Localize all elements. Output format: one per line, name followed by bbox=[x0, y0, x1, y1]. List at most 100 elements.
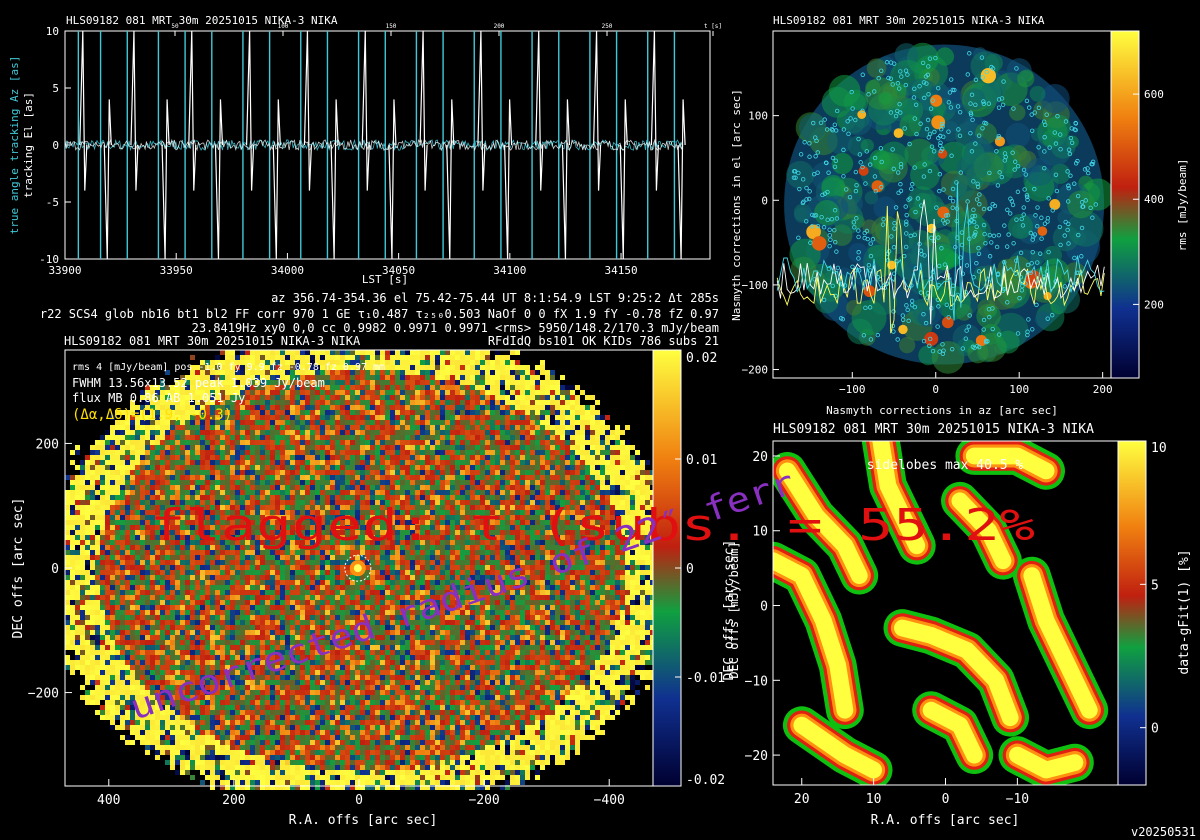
map-pixel bbox=[315, 640, 320, 645]
map-pixel bbox=[240, 395, 245, 400]
map-pixel bbox=[300, 725, 305, 730]
map-pixel bbox=[180, 610, 185, 615]
map-pixel bbox=[200, 685, 205, 690]
map-pixel bbox=[280, 675, 285, 680]
map-pixel bbox=[285, 760, 290, 765]
map-pixel bbox=[325, 395, 330, 400]
map-pixel bbox=[105, 700, 110, 705]
map-pixel bbox=[70, 485, 75, 490]
map-pixel bbox=[115, 695, 120, 700]
map-pixel bbox=[220, 565, 225, 570]
map-pixel bbox=[235, 390, 240, 395]
map-pixel bbox=[245, 730, 250, 735]
map-pixel bbox=[245, 690, 250, 695]
map-pixel bbox=[355, 675, 360, 680]
map-pixel bbox=[320, 530, 325, 535]
map-pixel bbox=[95, 625, 100, 630]
map-pixel bbox=[220, 425, 225, 430]
map-pixel bbox=[105, 430, 110, 435]
map-pixel bbox=[140, 535, 145, 540]
map-pixel bbox=[375, 785, 380, 790]
map-pixel bbox=[350, 780, 355, 785]
map-pixel bbox=[115, 580, 120, 585]
map-pixel bbox=[295, 590, 300, 595]
map-pixel bbox=[120, 685, 125, 690]
map-pixel bbox=[315, 550, 320, 555]
map-pixel bbox=[315, 490, 320, 495]
map-pixel bbox=[285, 675, 290, 680]
map-pixel bbox=[175, 500, 180, 505]
map-pixel bbox=[80, 500, 85, 505]
map-pixel bbox=[270, 390, 275, 395]
map-pixel bbox=[125, 635, 130, 640]
map-pixel bbox=[295, 745, 300, 750]
map-pixel bbox=[235, 775, 240, 780]
map-pixel bbox=[135, 655, 140, 660]
map-pixel bbox=[375, 740, 380, 745]
map-pixel bbox=[225, 410, 230, 415]
map-pixel bbox=[215, 445, 220, 450]
map-pixel bbox=[330, 485, 335, 490]
map-pixel bbox=[315, 460, 320, 465]
map-pixel bbox=[155, 635, 160, 640]
map-pixel bbox=[355, 755, 360, 760]
map-pixel bbox=[290, 410, 295, 415]
map-pixel bbox=[315, 690, 320, 695]
map-pixel bbox=[115, 510, 120, 515]
map-pixel bbox=[210, 580, 215, 585]
map-pixel bbox=[330, 645, 335, 650]
map-pixel bbox=[225, 555, 230, 560]
map-pixel bbox=[80, 585, 85, 590]
map-pixel bbox=[260, 650, 265, 655]
map-pixel bbox=[295, 660, 300, 665]
map-pixel bbox=[350, 620, 355, 625]
map-pixel bbox=[235, 675, 240, 680]
map-pixel bbox=[75, 580, 80, 585]
map-pixel bbox=[225, 500, 230, 505]
map-pixel bbox=[110, 570, 115, 575]
map-pixel bbox=[280, 360, 285, 365]
map-pixel bbox=[210, 750, 215, 755]
map-pixel bbox=[285, 645, 290, 650]
map-pixel bbox=[215, 760, 220, 765]
map-pixel bbox=[85, 490, 90, 495]
map-pixel bbox=[265, 775, 270, 780]
map-pixel bbox=[330, 625, 335, 630]
map-pixel bbox=[160, 420, 165, 425]
map-pixel bbox=[115, 650, 120, 655]
map-pixel bbox=[370, 375, 375, 380]
map-pixel bbox=[255, 540, 260, 545]
map-pixel bbox=[245, 705, 250, 710]
map-pixel bbox=[320, 365, 325, 370]
map-pixel bbox=[230, 775, 235, 780]
map-pixel bbox=[255, 630, 260, 635]
info-line-1: az 356.74-354.36 el 75.42-75.44 UT 8:1:5… bbox=[271, 291, 719, 305]
map-pixel bbox=[315, 370, 320, 375]
map-pixel bbox=[130, 715, 135, 720]
map-pixel bbox=[270, 540, 275, 545]
map-pixel bbox=[155, 685, 160, 690]
map-pixel bbox=[155, 390, 160, 395]
map-pixel bbox=[365, 745, 370, 750]
map-pixel bbox=[100, 525, 105, 530]
map-pixel bbox=[210, 375, 215, 380]
map-pixel bbox=[235, 770, 240, 775]
map-pixel bbox=[230, 605, 235, 610]
map-pixel bbox=[85, 495, 90, 500]
map-pixel bbox=[155, 550, 160, 555]
map-pixel bbox=[170, 710, 175, 715]
map-pixel bbox=[210, 540, 215, 545]
map-pixel bbox=[180, 425, 185, 430]
map-pixel bbox=[255, 625, 260, 630]
map-pixel bbox=[70, 565, 75, 570]
map-pixel bbox=[175, 650, 180, 655]
map-pixel bbox=[275, 365, 280, 370]
map-pixel bbox=[180, 725, 185, 730]
map-pixel bbox=[95, 680, 100, 685]
map-pixel bbox=[260, 660, 265, 665]
map-pixel bbox=[175, 425, 180, 430]
map-pixel bbox=[350, 680, 355, 685]
map-pixel bbox=[355, 360, 360, 365]
map-pixel bbox=[275, 600, 280, 605]
map-pixel bbox=[70, 595, 75, 600]
